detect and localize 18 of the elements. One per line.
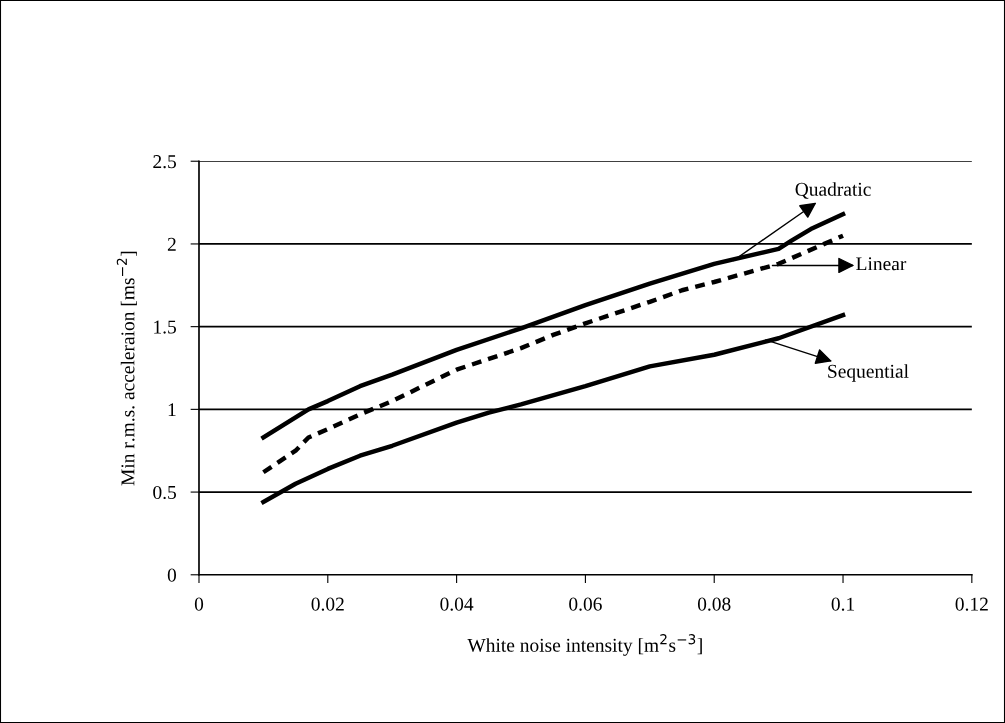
y-tick-label: 2 (167, 237, 176, 251)
x-axis-title: White noise intensity [m$^{2}$s$^{−3}$] (467, 634, 702, 656)
x-tick-label: 0 (194, 597, 204, 611)
x-tick-label: 0.02 (311, 597, 344, 611)
y-axis-title: Min r.m.s. acceleraion [ms$^{−2}$] (116, 251, 137, 486)
y-tick-label: 1.5 (154, 320, 177, 334)
x-tick-label: 0.1 (831, 597, 855, 611)
annotation: Quadratic (795, 182, 871, 199)
x-tick-label: 0.12 (955, 597, 988, 611)
y-tick-label: 2.5 (153, 155, 177, 169)
y-tick-label: 1 (168, 403, 176, 417)
x-tick-label: 0.06 (569, 597, 602, 611)
annotation: Sequential (828, 364, 909, 382)
y-tick-label: 0 (167, 568, 177, 582)
annotation: Linear (856, 257, 907, 271)
x-tick-label: 0.08 (697, 597, 731, 611)
x-tick-label: 0.04 (440, 597, 474, 611)
y-tick-label: 0.5 (153, 485, 177, 500)
